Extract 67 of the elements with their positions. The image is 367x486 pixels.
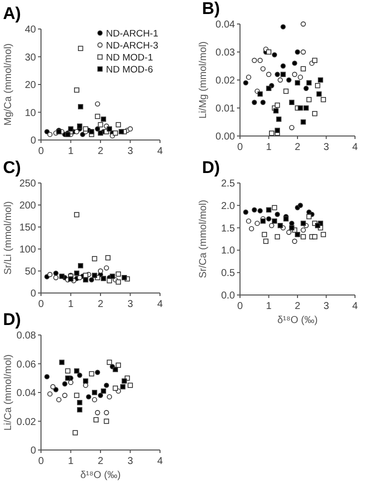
x-tick-label: 2 <box>294 142 301 153</box>
x-tick-label: 1 <box>68 146 74 157</box>
legend-label: ND-ARCH-1 <box>106 28 158 40</box>
y-tick-label: 200 <box>19 200 36 212</box>
x-tick-label: 4 <box>352 142 358 153</box>
x-tick-label: 2 <box>98 146 104 157</box>
y-tick-label: 2.5 <box>221 178 236 190</box>
x-tick-label: 2 <box>294 301 301 312</box>
y-tick-label: 0.04 <box>16 388 36 399</box>
y-tick-label: 0 <box>30 288 36 300</box>
x-axis-title: δ¹⁸O (‰) <box>80 470 121 481</box>
y-tick-label: 0.01 <box>216 104 236 114</box>
x-tick-label: 4 <box>157 146 164 157</box>
y-tick-label: 0.00 <box>216 132 236 142</box>
x-tick-label: 4 <box>157 456 164 467</box>
y-axis-title: Sr/Li (mmol/mol) <box>3 201 14 275</box>
y-tick-label: 150 <box>19 222 36 234</box>
x-tick-label: 0 <box>38 299 44 310</box>
chart-title: C) <box>3 158 21 177</box>
y-tick-label: 0.0 <box>221 290 236 302</box>
x-tick-label: 4 <box>352 301 358 312</box>
x-tick-label: 4 <box>157 299 164 310</box>
y-tick-label: 0 <box>30 446 36 456</box>
y-tick-label: 1.5 <box>221 223 236 234</box>
x-tick-label: 3 <box>323 142 330 153</box>
x-tick-label: 3 <box>127 299 134 310</box>
y-tick-label: 0.03 <box>216 48 236 58</box>
x-tick-label: 2 <box>98 299 104 310</box>
y-tick-label: 100 <box>19 244 36 256</box>
y-axis-title: Li/Ca (mmol/mol) <box>3 354 14 431</box>
y-tick-label: 0.02 <box>216 76 236 86</box>
y-tick-label: 10 <box>24 108 36 119</box>
legend-label: ND-ARCH-3 <box>106 40 158 52</box>
x-tick-label: 0 <box>38 146 44 157</box>
x-tick-label: 1 <box>68 299 74 310</box>
x-tick-label: 3 <box>323 301 330 312</box>
chart-title: A) <box>3 4 21 23</box>
x-tick-label: 0 <box>237 301 244 312</box>
y-tick-label: 40 <box>24 24 36 36</box>
x-tick-label: 0 <box>237 142 244 153</box>
legend-label: ND MOD-6 <box>106 64 153 76</box>
x-tick-label: 3 <box>127 456 134 467</box>
y-tick-label: 0.08 <box>16 330 36 342</box>
y-tick-label: 0.5 <box>221 268 236 280</box>
x-tick-label: 1 <box>266 142 272 153</box>
y-axis-title: Sr/Ca (mmol/mol) <box>198 200 209 278</box>
x-axis-title: δ¹⁸O (‰) <box>277 315 318 326</box>
chart-title: D) <box>202 158 220 177</box>
legend-label: ND MOD-1 <box>106 52 153 64</box>
y-tick-label: 20 <box>24 80 36 91</box>
chart-title: D) <box>3 310 21 329</box>
y-tick-label: 0.04 <box>216 20 236 30</box>
y-tick-label: 50 <box>24 266 36 278</box>
x-tick-label: 3 <box>127 146 134 157</box>
y-tick-label: 0.06 <box>16 359 36 370</box>
y-tick-label: 2.0 <box>221 200 236 212</box>
chart-title: B) <box>202 0 220 18</box>
y-axis-title: Li/Mg (mmol/mol) <box>198 41 209 119</box>
y-axis-title: Mg/Ca (mmol/mol) <box>3 43 14 126</box>
y-tick-label: 30 <box>24 52 36 64</box>
x-tick-label: 2 <box>98 456 104 467</box>
y-tick-label: 250 <box>19 178 36 190</box>
x-tick-label: 0 <box>38 456 44 467</box>
y-tick-label: 0.02 <box>16 416 36 428</box>
y-tick-label: 1.0 <box>221 246 236 257</box>
x-tick-label: 1 <box>266 301 272 312</box>
x-tick-label: 1 <box>68 456 74 467</box>
